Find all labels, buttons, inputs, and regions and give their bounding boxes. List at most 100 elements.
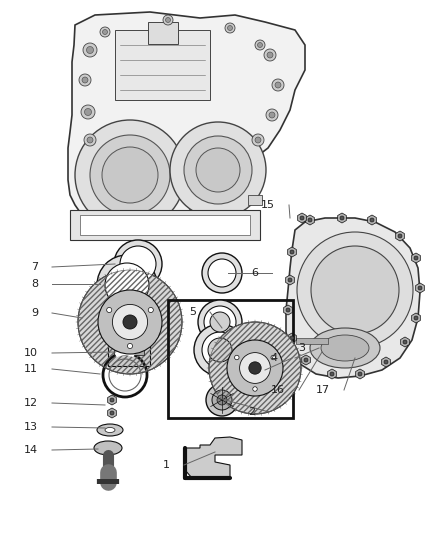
Text: 11: 11	[24, 364, 38, 374]
Circle shape	[206, 384, 238, 416]
Polygon shape	[288, 247, 297, 257]
Polygon shape	[412, 253, 420, 263]
Circle shape	[330, 372, 334, 376]
Circle shape	[113, 304, 148, 340]
Circle shape	[84, 134, 96, 146]
Bar	[70, 210, 260, 240]
Bar	[168, 300, 293, 418]
Circle shape	[384, 360, 388, 364]
Bar	[108, 344, 150, 366]
Circle shape	[290, 250, 294, 254]
Circle shape	[267, 52, 273, 58]
Circle shape	[300, 216, 304, 220]
Text: 17: 17	[316, 385, 330, 395]
Polygon shape	[288, 333, 297, 343]
Circle shape	[102, 147, 158, 203]
Circle shape	[227, 340, 283, 396]
Polygon shape	[416, 283, 424, 293]
Circle shape	[148, 308, 153, 312]
Circle shape	[264, 49, 276, 61]
Circle shape	[90, 135, 170, 215]
Circle shape	[266, 109, 278, 121]
Circle shape	[102, 29, 107, 35]
Ellipse shape	[105, 427, 115, 432]
Circle shape	[107, 308, 112, 312]
Circle shape	[370, 218, 374, 222]
Text: 5: 5	[189, 307, 196, 317]
Circle shape	[78, 270, 182, 374]
Circle shape	[204, 306, 236, 338]
Polygon shape	[328, 369, 336, 379]
Polygon shape	[306, 215, 314, 225]
Text: 3: 3	[298, 343, 305, 353]
Circle shape	[184, 136, 252, 204]
Circle shape	[85, 109, 92, 116]
Polygon shape	[286, 218, 420, 378]
Circle shape	[255, 40, 265, 50]
Text: 10: 10	[24, 348, 38, 358]
Circle shape	[240, 353, 270, 383]
Circle shape	[120, 246, 156, 282]
Circle shape	[98, 290, 162, 354]
Circle shape	[252, 134, 264, 146]
Circle shape	[269, 112, 275, 118]
Circle shape	[227, 26, 233, 30]
Circle shape	[208, 338, 232, 362]
Circle shape	[210, 312, 230, 332]
Polygon shape	[68, 12, 305, 240]
Ellipse shape	[321, 335, 369, 361]
Text: 16: 16	[271, 385, 285, 395]
Bar	[248, 195, 262, 205]
Polygon shape	[401, 337, 410, 347]
Polygon shape	[298, 213, 306, 223]
Polygon shape	[284, 305, 292, 315]
Circle shape	[225, 23, 235, 33]
Ellipse shape	[94, 441, 122, 455]
Circle shape	[235, 356, 239, 360]
Bar	[115, 30, 210, 100]
Text: 2: 2	[248, 407, 255, 417]
Polygon shape	[286, 275, 294, 285]
Polygon shape	[302, 355, 311, 365]
Circle shape	[217, 395, 227, 405]
Polygon shape	[381, 357, 390, 367]
Circle shape	[198, 300, 242, 344]
Circle shape	[340, 216, 344, 220]
Circle shape	[100, 27, 110, 37]
Circle shape	[311, 246, 399, 334]
Circle shape	[398, 234, 402, 238]
Circle shape	[75, 120, 185, 230]
Circle shape	[79, 74, 91, 86]
Circle shape	[97, 255, 157, 315]
Circle shape	[82, 77, 88, 83]
Text: 6: 6	[251, 268, 258, 278]
Text: 14: 14	[24, 445, 38, 455]
Circle shape	[209, 322, 301, 414]
Circle shape	[304, 358, 308, 362]
Circle shape	[123, 315, 137, 329]
Polygon shape	[367, 215, 376, 225]
Circle shape	[258, 43, 262, 47]
Circle shape	[288, 278, 292, 282]
Ellipse shape	[310, 328, 380, 368]
Circle shape	[271, 356, 276, 360]
Polygon shape	[108, 408, 117, 418]
Circle shape	[358, 372, 362, 376]
Bar	[80, 215, 250, 235]
Circle shape	[255, 137, 261, 143]
Text: 9: 9	[31, 308, 38, 318]
Circle shape	[196, 148, 240, 192]
Circle shape	[403, 340, 407, 344]
Circle shape	[194, 324, 246, 376]
Bar	[296, 338, 328, 344]
Circle shape	[105, 263, 149, 307]
Polygon shape	[108, 395, 117, 405]
Circle shape	[286, 308, 290, 312]
Circle shape	[127, 343, 133, 349]
Circle shape	[308, 218, 312, 222]
Circle shape	[208, 259, 236, 287]
Circle shape	[275, 82, 281, 88]
Circle shape	[163, 15, 173, 25]
Text: 8: 8	[31, 279, 38, 289]
Circle shape	[290, 336, 294, 340]
